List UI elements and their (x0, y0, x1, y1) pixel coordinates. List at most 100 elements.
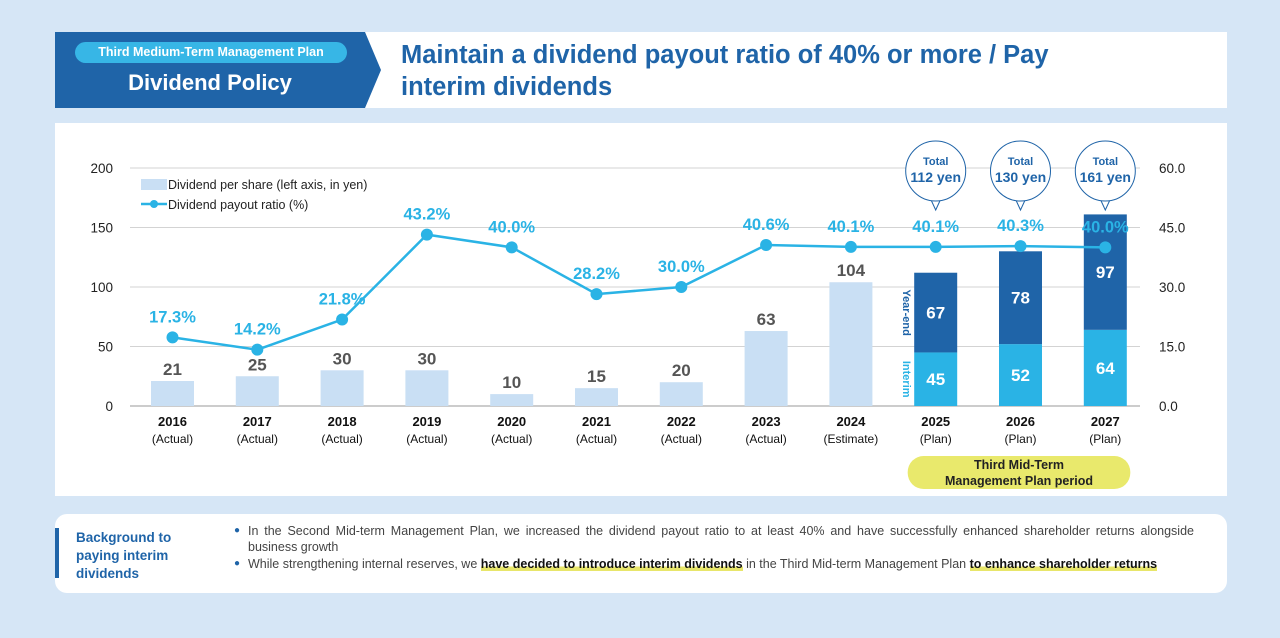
interim-bar (999, 344, 1042, 406)
total-callout-label: Total (1008, 156, 1033, 168)
legend-line-marker (150, 200, 158, 208)
payout-ratio-point (420, 228, 433, 241)
right-axis-tick: 15.0 (1159, 340, 1185, 355)
bar-value-label: 10 (502, 373, 521, 392)
x-tick-sublabel: (Plan) (1004, 432, 1036, 446)
year-end-value-label: 78 (1011, 289, 1030, 308)
payout-ratio-label: 40.3% (997, 217, 1044, 235)
plan-period-label: Management Plan period (945, 474, 1093, 488)
payout-ratio-line (172, 233, 1106, 351)
x-tick-sublabel: (Actual) (661, 432, 702, 446)
total-callout (1074, 140, 1136, 202)
page-title: Maintain a dividend payout ratio of 40% … (401, 41, 1049, 101)
payout-ratio-point (675, 281, 688, 293)
x-tick-label: 2016 (158, 414, 187, 429)
total-callout-value: 112 yen (910, 169, 961, 185)
background-bullets: In the Second Mid-term Management Plan, … (234, 523, 1194, 573)
right-axis-tick: 60.0 (1159, 161, 1185, 176)
bullet-text: in the Third Mid-term Management Plan (742, 557, 970, 571)
section-arrow (365, 32, 381, 108)
x-tick-sublabel: (Actual) (237, 432, 278, 446)
highlight-text: have decided to introduce interim divide… (480, 557, 743, 571)
payout-ratio-point (336, 313, 349, 326)
bar-value-label: 63 (757, 310, 776, 329)
x-tick-label: 2025 (921, 414, 950, 429)
background-panel: Background to paying interim dividends I… (55, 514, 1227, 593)
x-tick-sublabel: (Actual) (152, 432, 193, 446)
year-end-bar (914, 272, 958, 353)
right-axis-tick: 0.0 (1159, 399, 1178, 414)
left-axis-tick: 50 (98, 340, 113, 355)
payout-ratio-label: 43.2% (404, 206, 451, 224)
x-tick-label: 2021 (582, 414, 611, 429)
interim-stack-label: Interim (900, 361, 912, 398)
total-callout-label: Total (923, 156, 948, 168)
plan-period-label: Third Mid-Term (974, 458, 1064, 472)
x-tick-sublabel: (Actual) (576, 432, 617, 446)
payout-ratio-point (505, 241, 518, 254)
dividend-bar (490, 394, 534, 406)
x-tick-label: 2024 (836, 414, 866, 429)
total-callout-value: 130 yen (995, 169, 1046, 185)
x-tick-sublabel: (Plan) (920, 432, 952, 446)
x-tick-label: 2019 (412, 414, 441, 429)
bullet-item: While strengthening internal reserves, w… (234, 556, 1194, 572)
payout-ratio-label: 28.2% (573, 265, 620, 283)
bar-value-label: 25 (248, 355, 267, 374)
section-title: Dividend Policy (128, 70, 292, 95)
right-axis-tick: 45.0 (1159, 221, 1185, 236)
bar-value-label: 30 (333, 349, 352, 368)
accent-bar (55, 528, 59, 578)
payout-ratio-point (166, 331, 179, 344)
bar-value-label: 15 (587, 367, 606, 386)
bar-value-label: 30 (417, 349, 436, 368)
bar-value-label: 20 (672, 361, 691, 380)
dividend-bar (320, 370, 364, 406)
dividend-bar (829, 282, 873, 406)
payout-ratio-point (1014, 240, 1027, 253)
x-tick-label: 2026 (1006, 414, 1035, 429)
payout-ratio-point (1099, 241, 1112, 254)
dividend-bar (405, 370, 449, 406)
x-tick-sublabel: (Plan) (1089, 432, 1121, 446)
x-tick-label: 2020 (497, 414, 526, 429)
dividend-bar (235, 376, 279, 406)
x-tick-label: 2018 (328, 414, 357, 429)
background-title: Background to paying interim dividends (76, 530, 172, 581)
payout-ratio-label: 17.3% (149, 308, 196, 326)
interim-value-label: 52 (1011, 366, 1030, 385)
year-end-bar (999, 251, 1042, 345)
interim-bar (914, 352, 958, 406)
year-end-value-label: 97 (1096, 263, 1115, 282)
right-axis-tick: 30.0 (1159, 280, 1185, 295)
highlight-text: to enhance shareholder returns (969, 557, 1158, 571)
bullet-text: While strengthening internal reserves, w… (248, 557, 481, 571)
total-callout-label: Total (1093, 156, 1118, 168)
year-end-stack-label: Year-end (900, 289, 912, 335)
total-callout-value: 161 yen (1080, 169, 1131, 185)
dividend-bar (744, 331, 788, 406)
dividend-bar (659, 382, 703, 406)
payout-ratio-label: 30.0% (658, 258, 705, 276)
bar-value-label: 21 (163, 360, 182, 379)
year-end-bar (1083, 214, 1127, 330)
payout-ratio-point (251, 343, 264, 356)
x-tick-label: 2022 (667, 414, 696, 429)
x-tick-sublabel: (Estimate) (824, 432, 879, 446)
left-axis-tick: 100 (90, 280, 113, 295)
x-tick-sublabel: (Actual) (745, 432, 786, 446)
dividend-bar (151, 381, 194, 406)
payout-ratio-label: 40.6% (743, 216, 790, 234)
plan-label: Third Medium-Term Management Plan (75, 42, 347, 63)
year-end-value-label: 67 (926, 304, 945, 323)
payout-ratio-label: 14.2% (234, 321, 281, 339)
legend-line-label: Dividend payout ratio (%) (168, 198, 308, 212)
payout-ratio-label: 40.1% (828, 218, 875, 236)
x-tick-sublabel: (Actual) (406, 432, 447, 446)
plan-period-highlight (907, 456, 1131, 489)
left-axis-tick: 150 (90, 221, 113, 236)
bar-value-label: 104 (837, 261, 866, 280)
payout-ratio-point (760, 238, 773, 251)
left-axis-tick: 0 (105, 399, 113, 414)
header-banner: Third Medium-Term Management Plan Divide… (55, 32, 1227, 108)
